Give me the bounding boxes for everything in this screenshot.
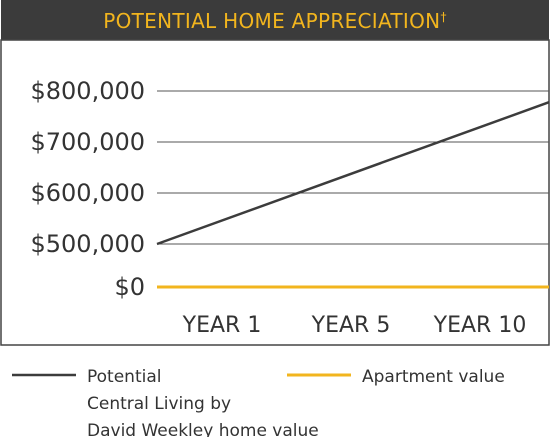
x-tick-label: YEAR 10 xyxy=(433,313,527,338)
chart-title-main: POTENTIAL HOME APPRECIATION xyxy=(103,9,440,33)
x-tick-labels: YEAR 1 YEAR 5 YEAR 10 xyxy=(182,313,527,338)
legend-label: Potential xyxy=(87,367,161,387)
home-value-line xyxy=(156,101,550,246)
legend: Potential Central Living by David Weekley … xyxy=(12,367,505,437)
y-tick-label: $700,000 xyxy=(30,128,145,156)
legend-label: Apartment value xyxy=(362,367,505,387)
series-lines xyxy=(156,101,550,289)
x-tick-label: YEAR 1 xyxy=(182,313,262,338)
grid-lines xyxy=(157,90,549,288)
y-tick-label: $500,000 xyxy=(30,230,145,258)
y-tick-label: $600,000 xyxy=(30,179,145,207)
legend-label: Central Living by xyxy=(87,394,231,414)
legend-label: David Weekley home value xyxy=(87,421,319,437)
y-tick-label: $0 xyxy=(114,273,145,301)
y-tick-labels: $800,000 $700,000 $600,000 $500,000 $0 xyxy=(30,77,145,301)
y-tick-label: $800,000 xyxy=(30,77,145,105)
chart-title-mark: † xyxy=(440,10,446,24)
title-bar xyxy=(1,0,549,40)
chart-title: POTENTIAL HOME APPRECIATION† xyxy=(103,9,447,33)
x-tick-label: YEAR 5 xyxy=(311,313,391,338)
